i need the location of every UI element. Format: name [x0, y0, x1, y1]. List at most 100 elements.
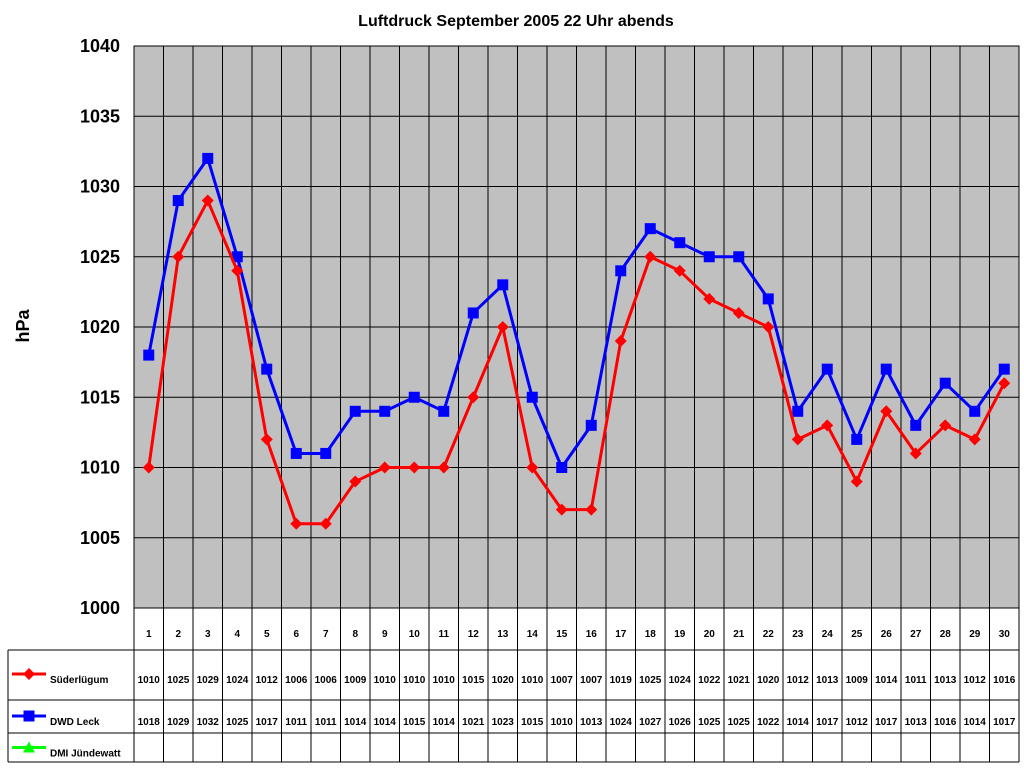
data-label: 1012: [964, 675, 987, 686]
x-tick-label: 28: [940, 629, 952, 640]
data-label: 1011: [285, 717, 307, 728]
data-point: [231, 251, 243, 263]
data-point: [615, 265, 627, 277]
data-label: 1010: [138, 675, 161, 686]
data-point: [939, 419, 952, 432]
data-point: [143, 349, 155, 361]
x-tick-label: 7: [323, 629, 329, 640]
data-point: [791, 433, 804, 446]
data-label: 1010: [374, 675, 397, 686]
data-point: [585, 503, 598, 516]
legend-marker: [23, 668, 35, 680]
data-point: [408, 391, 420, 403]
data-label: 1011: [315, 717, 337, 728]
data-label: 1022: [698, 675, 721, 686]
y-tick-label: 1040: [80, 36, 120, 56]
data-point: [555, 503, 568, 516]
data-point: [850, 475, 863, 488]
data-point: [260, 433, 273, 446]
data-point: [349, 405, 361, 417]
data-label: 1017: [816, 717, 839, 728]
data-point: [290, 447, 302, 459]
data-point: [644, 223, 656, 235]
data-point: [614, 335, 627, 348]
data-point: [231, 264, 244, 277]
x-tick-label: 10: [409, 629, 421, 640]
x-tick-label: 2: [175, 629, 181, 640]
x-tick-label: 14: [527, 629, 539, 640]
data-label: 1029: [167, 717, 190, 728]
data-point: [762, 321, 775, 333]
data-label: 1013: [905, 717, 928, 728]
data-label: 1011: [905, 675, 927, 686]
data-label: 1024: [669, 675, 692, 686]
data-label: 1013: [816, 675, 839, 686]
x-tick-label: 13: [497, 629, 509, 640]
data-label: 1025: [639, 675, 662, 686]
data-label: 1012: [256, 675, 279, 686]
data-point: [909, 447, 922, 460]
x-tick-label: 3: [205, 629, 211, 640]
data-label: 1010: [403, 675, 426, 686]
data-label: 1010: [433, 675, 456, 686]
legend-marker: [23, 710, 35, 722]
series-line: [147, 199, 1006, 526]
data-label: 1016: [934, 717, 957, 728]
data-label: 1017: [256, 717, 279, 728]
x-tick-label: 15: [556, 629, 568, 640]
data-point: [969, 405, 981, 417]
data-label: 1013: [934, 675, 957, 686]
data-point: [202, 152, 214, 164]
y-tick-label: 1030: [80, 177, 120, 197]
y-tick-label: 1035: [80, 106, 120, 126]
data-label: 1032: [197, 717, 220, 728]
series-line: [147, 156, 1006, 469]
data-label: 1023: [492, 717, 515, 728]
data-label: 1021: [462, 717, 485, 728]
data-point: [880, 363, 892, 375]
x-tick-label: 12: [468, 629, 480, 640]
data-point: [172, 195, 184, 207]
x-tick-label: 19: [674, 629, 686, 640]
data-label: 1025: [226, 717, 249, 728]
x-tick-label: 22: [763, 629, 775, 640]
data-label: 1013: [580, 717, 603, 728]
data-point: [261, 363, 273, 375]
y-tick-label: 1005: [80, 528, 120, 548]
data-label: 1021: [728, 675, 751, 686]
x-tick-label: 21: [733, 629, 745, 640]
data-label: 1006: [315, 675, 338, 686]
data-label: 1022: [757, 717, 780, 728]
data-point: [290, 517, 303, 530]
y-tick-label: 1010: [80, 458, 120, 478]
data-label: 1025: [167, 675, 190, 686]
data-point: [673, 264, 686, 277]
data-point: [585, 419, 597, 431]
data-point: [467, 391, 480, 404]
x-tick-label: 18: [645, 629, 657, 640]
data-point: [467, 307, 479, 319]
data-label: 1010: [551, 717, 574, 728]
x-tick-label: 4: [234, 629, 240, 640]
x-tick-label: 6: [293, 629, 299, 640]
data-label: 1025: [698, 717, 721, 728]
data-point: [496, 321, 509, 333]
data-point: [998, 377, 1011, 390]
y-tick-label: 1025: [80, 247, 120, 267]
x-tick-label: 17: [615, 629, 627, 640]
y-tick-label: 1000: [80, 598, 120, 618]
data-point: [732, 306, 745, 319]
data-point: [644, 250, 657, 263]
x-tick-label: 5: [264, 629, 270, 640]
data-label: 1007: [551, 675, 574, 686]
data-point: [319, 517, 332, 530]
x-tick-label: 26: [881, 629, 893, 640]
data-point: [526, 461, 539, 474]
data-label: 1014: [787, 717, 810, 728]
data-point: [556, 462, 568, 473]
data-label: 1029: [197, 675, 220, 686]
data-point: [910, 419, 922, 431]
data-label: 1027: [639, 717, 662, 728]
x-tick-label: 25: [851, 629, 863, 640]
